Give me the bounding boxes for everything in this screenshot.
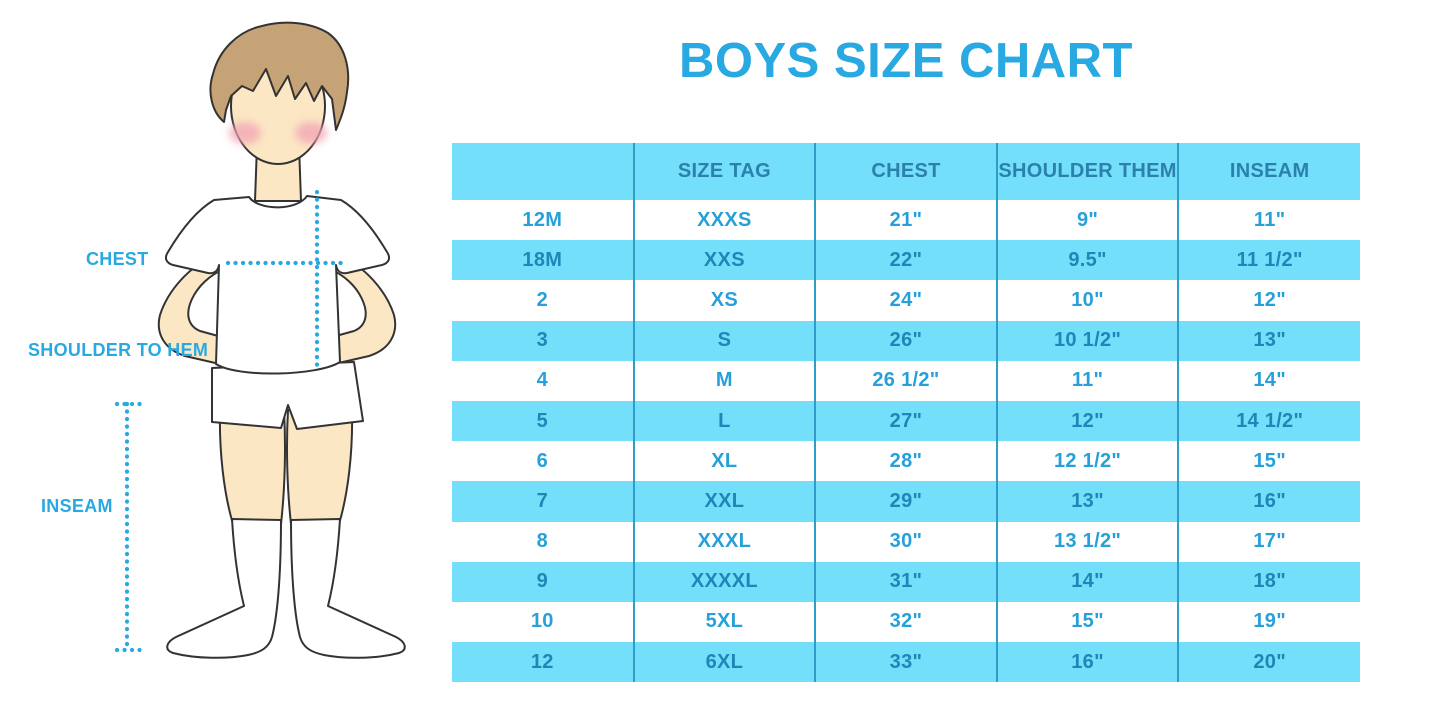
table-cell: 12" — [1253, 288, 1286, 311]
column-header: CHEST — [815, 143, 998, 200]
table-cell: 3 — [452, 320, 635, 361]
table-cell: XXL — [633, 481, 817, 522]
table-row: 4 M 26 1/2" 11" 14" — [452, 360, 1360, 401]
table-cell: 13" — [996, 481, 1180, 522]
table-cell: 21" — [815, 200, 998, 241]
blush-right-icon — [295, 122, 327, 144]
table-cell: S — [633, 320, 817, 361]
table-cell: 5XL — [633, 601, 817, 643]
table-cell: 31" — [815, 561, 998, 602]
table-cell: 29" — [815, 481, 998, 522]
shoulder-to-hem-label: SHOULDER TO HEM — [28, 340, 209, 360]
table-cell: 18M — [452, 240, 635, 281]
blush-left-icon — [229, 122, 261, 144]
table-cell: 26" — [815, 320, 998, 361]
boy-illustration — [114, 21, 406, 659]
table-cell: 12M — [452, 200, 635, 241]
table-cell: XXXL — [633, 521, 817, 562]
table-row: 8 XXXL 30" 13 1/2" 17" — [452, 521, 1360, 562]
table-row: 10 5XL 32" 15" 19" — [452, 601, 1360, 643]
table-cell: 26 1/2" — [815, 360, 998, 401]
table-cell: XXS — [633, 240, 817, 281]
column-header: SHOULDER THEM — [996, 143, 1180, 200]
table-cell: XL — [633, 441, 817, 482]
table-cell: 20" — [1253, 650, 1286, 673]
table-row: 2 XS 24" 10" 12" — [452, 280, 1360, 321]
table-cell: 9.5" — [996, 240, 1180, 281]
table-row: 7 XXL 29" 13" 16" — [452, 481, 1360, 522]
table-row: 12 6XL 33" 16" 20" — [452, 642, 1360, 683]
column-header: SIZE TAG — [633, 143, 817, 200]
table-row: 18M XXS 22" 9.5" 11 1/2" — [452, 240, 1360, 281]
table-cell: 11 1/2" — [1236, 248, 1303, 271]
table-cell: 13" — [1253, 329, 1286, 352]
table-cell: 9" — [996, 200, 1180, 241]
table-cell: 24" — [815, 280, 998, 321]
table-cell: 27" — [815, 400, 998, 442]
table-cell: XS — [633, 280, 817, 321]
table-cell: M — [633, 360, 817, 401]
table-cell: 19" — [1253, 610, 1286, 633]
table-cell: 10" — [996, 280, 1180, 321]
table-cell: 16" — [996, 642, 1180, 683]
table-cell: 32" — [815, 601, 998, 643]
table-cell: 12 — [452, 642, 635, 683]
table-cell: 14" — [996, 561, 1180, 602]
size-table: SIZE TAG CHEST SHOULDER THEM INSEAM 12M XXXS… — [452, 143, 1360, 683]
table-cell: 11" — [996, 360, 1180, 401]
table-cell: 16" — [1253, 489, 1286, 512]
table-cell: L — [633, 400, 817, 442]
table-cell: 8 — [452, 521, 635, 562]
table-cell: 6 — [452, 441, 635, 482]
right-sock — [290, 518, 406, 659]
table-cell: 33" — [815, 642, 998, 683]
size-table-body: 12M XXXS 21" 9" 11" 18M XXS 22" 9.5" 11 1/2" 2 XS 24… — [452, 200, 1360, 683]
table-cell: 10 1/2" — [996, 320, 1180, 361]
header-row: SIZE TAG CHEST SHOULDER THEM INSEAM — [452, 143, 1360, 200]
table-cell: 7 — [452, 481, 635, 522]
table-cell: 17" — [1253, 530, 1286, 553]
table-cell: 9 — [452, 561, 635, 602]
column-header: INSEAM — [1178, 143, 1360, 200]
table-cell: 6XL — [633, 642, 817, 683]
table-cell: 5 — [452, 400, 635, 442]
table-row: 12M XXXS 21" 9" 11" — [452, 200, 1360, 241]
table-cell: 11" — [1253, 208, 1286, 231]
table-cell: 15" — [1253, 449, 1286, 472]
size-table-head: SIZE TAG CHEST SHOULDER THEM INSEAM — [452, 143, 1360, 200]
table-cell: 28" — [815, 441, 998, 482]
table-row: 5 L 27" 12" 14 1/2" — [452, 400, 1360, 442]
table-cell: 30" — [815, 521, 998, 562]
measure-lines — [114, 189, 348, 653]
table-cell: 2 — [452, 280, 635, 321]
left-sock — [166, 518, 282, 659]
column-header — [452, 143, 635, 200]
table-cell: XXXXL — [633, 561, 817, 602]
table-row: 6 XL 28" 12 1/2" 15" — [452, 441, 1360, 482]
t-shirt — [164, 195, 391, 375]
shorts — [211, 361, 364, 430]
table-cell: 22" — [815, 240, 998, 281]
table-row: 9 XXXXL 31" 14" 18" — [452, 561, 1360, 602]
table-cell: 15" — [996, 601, 1180, 643]
table-cell: 4 — [452, 360, 635, 401]
figure-panel: CHEST SHOULDER TO HEM INSEAM — [0, 0, 450, 723]
inseam-label: INSEAM — [41, 496, 113, 516]
table-row: 3 S 26" 10 1/2" 13" — [452, 320, 1360, 361]
chest-label: CHEST — [86, 249, 149, 269]
page-title: BOYS SIZE CHART — [679, 34, 1133, 88]
table-cell: 14" — [1253, 369, 1286, 392]
table-cell: 14 1/2" — [1236, 409, 1304, 432]
table-cell: 12 1/2" — [996, 441, 1180, 482]
table-cell: 13 1/2" — [996, 521, 1180, 562]
table-cell: 12" — [996, 400, 1180, 442]
table-cell: 10 — [452, 601, 635, 643]
table-cell: XXXS — [633, 200, 817, 241]
hair — [209, 21, 350, 131]
table-cell: 18" — [1253, 570, 1286, 593]
